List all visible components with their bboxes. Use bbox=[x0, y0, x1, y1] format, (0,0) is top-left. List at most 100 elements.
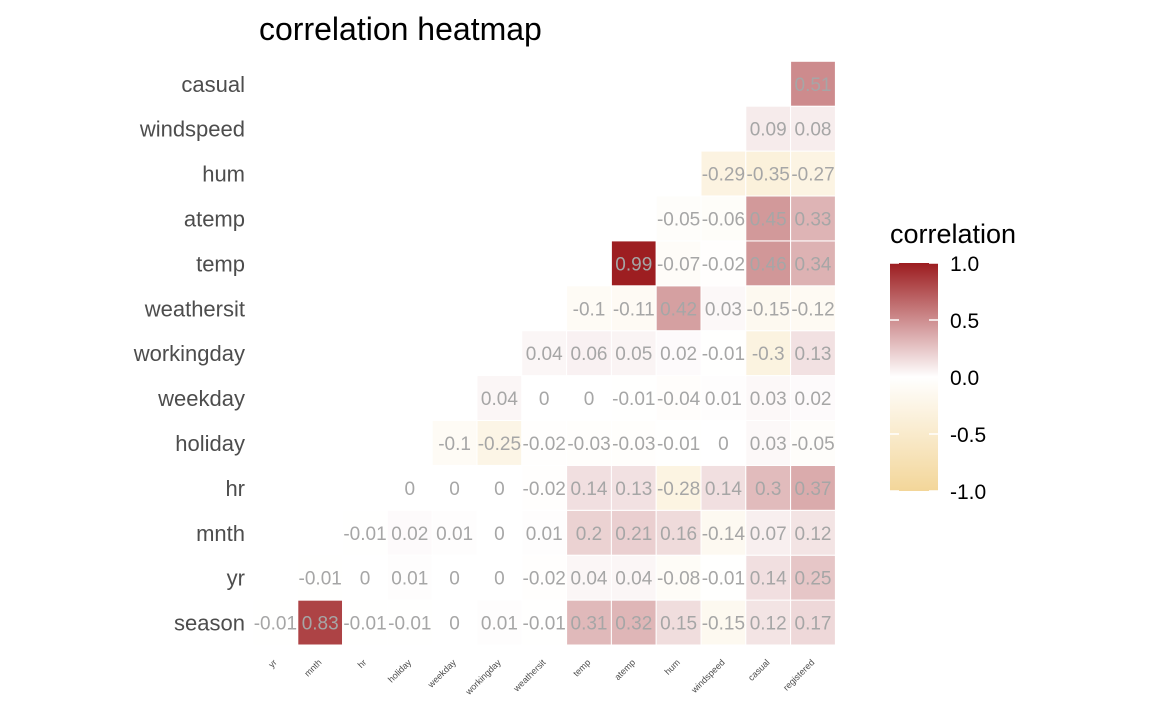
heatmap-cell-holiday-weekday bbox=[431, 420, 478, 466]
cell-value-label: -0.01 bbox=[299, 569, 342, 590]
cell-value-label: -0.01 bbox=[657, 434, 700, 455]
x-axis-label-temp: temp bbox=[571, 657, 592, 678]
cell-value-label: 0.25 bbox=[795, 569, 832, 590]
cell-value-label: 0.01 bbox=[526, 524, 563, 545]
heatmap-cell-labels: -0.01 0.83 -0.01 -0.01 0 0.01 -0.01 0.31 0.32 0.1… bbox=[254, 75, 835, 635]
y-axis-label-yr: yr bbox=[227, 566, 245, 591]
heatmap-cell-yr-temp bbox=[566, 554, 612, 601]
heatmap-cell-mnth-registered bbox=[790, 509, 836, 556]
heatmap-cell-yr-workingday bbox=[476, 554, 523, 601]
heatmap-cell-weekday-weathersit bbox=[521, 375, 568, 422]
y-axis-label-hr: hr bbox=[225, 476, 245, 501]
x-axis-label-windspeed: windspeed bbox=[689, 657, 727, 695]
heatmap-cell-holiday-windspeed bbox=[700, 420, 747, 466]
heatmap-cell-hum-casual bbox=[745, 150, 792, 197]
heatmap-cell-weekday-casual bbox=[745, 375, 792, 422]
cell-value-label: 0.02 bbox=[660, 344, 697, 365]
heatmap-cell-weathersit-casual bbox=[745, 285, 792, 332]
cell-value-label: -0.01 bbox=[523, 614, 566, 635]
x-axis-label-casual: casual bbox=[746, 657, 771, 682]
cell-value-label: -0.11 bbox=[613, 299, 655, 320]
cell-value-label: 0.31 bbox=[571, 614, 608, 635]
heatmap-cell-weathersit-hum bbox=[655, 285, 702, 332]
y-axis-label-holiday: holiday bbox=[175, 431, 245, 456]
cell-value-label: 0.12 bbox=[750, 614, 787, 635]
legend-tick-label: 0.5 bbox=[950, 310, 979, 333]
heatmap-cell-mnth-workingday bbox=[476, 509, 523, 556]
cell-value-label: -0.35 bbox=[747, 165, 790, 186]
heatmap-cell-weekday-workingday bbox=[476, 375, 523, 422]
y-axis-label-mnth: mnth bbox=[196, 521, 245, 546]
heatmap-cell-yr-holiday bbox=[386, 554, 433, 601]
heatmap-cell-yr-registered bbox=[790, 554, 836, 601]
x-axis-label-holiday: holiday bbox=[386, 657, 414, 685]
cell-value-label: 0.17 bbox=[795, 614, 832, 635]
heatmap-cell-season-registered bbox=[790, 599, 836, 646]
y-axis-labels: season yr mnth hr holiday weekday workingday we… bbox=[133, 72, 245, 636]
cell-value-label: 0.21 bbox=[615, 524, 652, 545]
heatmap-cell-yr-mnth bbox=[297, 554, 344, 601]
x-axis-label-mnth: mnth bbox=[302, 657, 323, 678]
x-axis-label-hr: hr bbox=[356, 657, 369, 670]
x-axis-label-atemp: atemp bbox=[612, 657, 637, 682]
cell-value-label: 0.99 bbox=[615, 254, 652, 275]
cell-value-label: -0.02 bbox=[523, 434, 566, 455]
heatmap-cells bbox=[252, 60, 836, 646]
x-axis-label-weekday: weekday bbox=[425, 657, 458, 690]
heatmap-cell-atemp-registered bbox=[790, 195, 836, 242]
cell-value-label: 0 bbox=[718, 434, 729, 455]
cell-value-label: 0.16 bbox=[660, 524, 697, 545]
heatmap-cell-mnth-holiday bbox=[386, 509, 433, 556]
x-axis-labels: yr mnth hr holiday weekday workingday weathers… bbox=[266, 657, 816, 697]
heatmap-cell-holiday-registered bbox=[790, 420, 836, 466]
cell-value-label: 0.13 bbox=[615, 479, 652, 500]
cell-value-label: -0.27 bbox=[791, 165, 834, 186]
heatmap-cell-yr-atemp bbox=[610, 554, 657, 601]
cell-value-label: -0.01 bbox=[254, 614, 297, 635]
cell-value-label: 0.04 bbox=[571, 569, 608, 590]
cell-value-label: 0 bbox=[449, 479, 460, 500]
cell-value-label: -0.15 bbox=[702, 614, 745, 635]
heatmap-cell-yr-weekday bbox=[431, 554, 478, 601]
y-axis-label-workingday: workingday bbox=[133, 341, 245, 366]
heatmap-cell-weathersit-registered bbox=[790, 285, 836, 332]
heatmap-cell-mnth-casual bbox=[745, 509, 792, 556]
heatmap-cell-weathersit-windspeed bbox=[700, 285, 747, 332]
heatmap-cell-weekday-atemp bbox=[610, 375, 657, 422]
y-axis-label-weekday: weekday bbox=[157, 386, 245, 411]
cell-value-label: -0.05 bbox=[791, 434, 834, 455]
cell-value-label: 0.04 bbox=[526, 344, 563, 365]
cell-value-label: 0 bbox=[539, 389, 550, 410]
heatmap-cell-workingday-weathersit bbox=[521, 330, 568, 377]
heatmap-cell-hr-casual bbox=[745, 464, 792, 511]
heatmap-cell-holiday-weathersit bbox=[521, 420, 568, 466]
heatmap-cell-workingday-registered bbox=[790, 330, 836, 377]
heatmap-cell-season-weekday bbox=[431, 599, 478, 646]
cell-value-label: 0.83 bbox=[302, 614, 339, 635]
heatmap-cell-weekday-hum bbox=[655, 375, 702, 422]
legend-ticks: 1.0 0.5 0.0 -0.5 -1.0 bbox=[890, 253, 986, 504]
cell-value-label: 0.07 bbox=[750, 524, 787, 545]
cell-value-label: -0.28 bbox=[657, 479, 700, 500]
heatmap-cell-windspeed-registered bbox=[790, 105, 836, 152]
legend-tick-label: -0.5 bbox=[950, 424, 986, 447]
x-axis-label-hum: hum bbox=[663, 657, 682, 676]
cell-value-label: 0 bbox=[449, 614, 460, 635]
cell-value-label: 0.45 bbox=[750, 209, 787, 230]
heatmap-cell-windspeed-casual bbox=[745, 105, 792, 152]
cell-value-label: -0.02 bbox=[523, 479, 566, 500]
y-axis-label-windspeed: windspeed bbox=[139, 117, 245, 142]
cell-value-label: -0.01 bbox=[702, 344, 745, 365]
y-axis-label-atemp: atemp bbox=[184, 206, 245, 231]
legend-title: correlation bbox=[890, 219, 1016, 249]
cell-value-label: 0.08 bbox=[795, 120, 832, 141]
cell-value-label: 0.01 bbox=[391, 569, 428, 590]
cell-value-label: -0.14 bbox=[702, 524, 746, 545]
x-axis-label-weathersit: weathersit bbox=[511, 657, 548, 694]
heatmap-cell-atemp-windspeed bbox=[700, 195, 747, 242]
heatmap-cell-atemp-casual bbox=[745, 195, 792, 242]
heatmap-cell-casual-registered bbox=[790, 60, 836, 107]
x-axis-label-workingday: workingday bbox=[463, 657, 503, 697]
heatmap-cell-mnth-windspeed bbox=[700, 509, 747, 556]
